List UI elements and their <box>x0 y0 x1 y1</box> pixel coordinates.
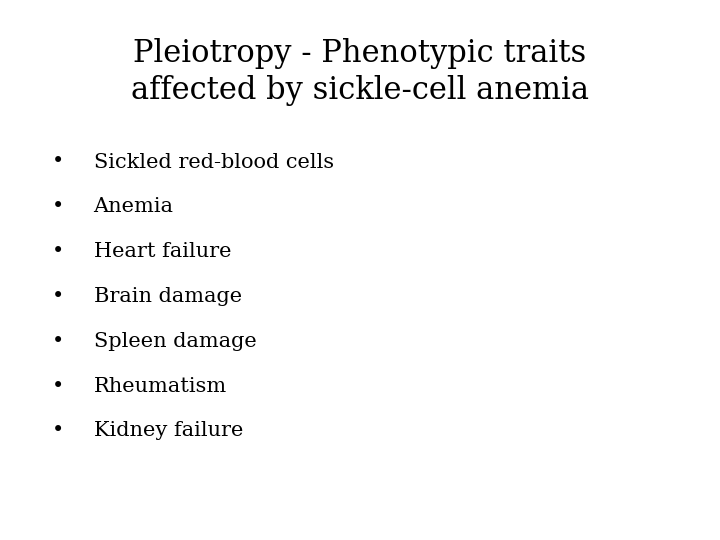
Text: Anemia: Anemia <box>94 197 174 217</box>
Text: Rheumatism: Rheumatism <box>94 376 227 396</box>
Text: Pleiotropy - Phenotypic traits
affected by sickle-cell anemia: Pleiotropy - Phenotypic traits affected … <box>131 38 589 106</box>
Text: •: • <box>51 152 64 172</box>
Text: Brain damage: Brain damage <box>94 287 242 306</box>
Text: •: • <box>51 242 64 261</box>
Text: Heart failure: Heart failure <box>94 242 231 261</box>
Text: •: • <box>51 332 64 351</box>
Text: Sickled red-blood cells: Sickled red-blood cells <box>94 152 334 172</box>
Text: •: • <box>51 421 64 441</box>
Text: Kidney failure: Kidney failure <box>94 421 243 441</box>
Text: •: • <box>51 376 64 396</box>
Text: Spleen damage: Spleen damage <box>94 332 256 351</box>
Text: •: • <box>51 287 64 306</box>
Text: •: • <box>51 197 64 217</box>
